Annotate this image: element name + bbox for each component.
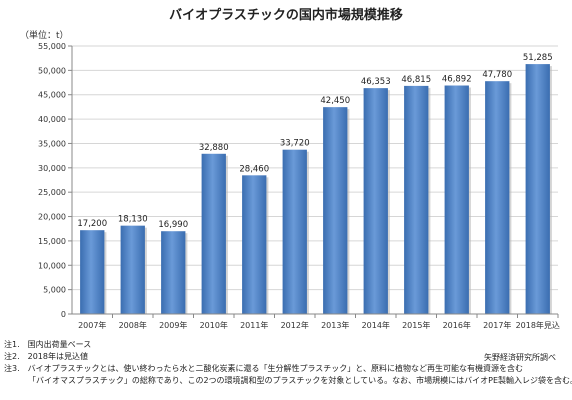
x-tick-label: 2012年 bbox=[281, 320, 309, 330]
x-tick-label: 2015年 bbox=[402, 320, 430, 330]
y-tick-label: 10,000 bbox=[38, 261, 66, 270]
x-tick-label: 2018年見込 bbox=[516, 320, 560, 330]
note-3: 注3. バイオプラスチックとは、使い終わったら水と二酸化炭素に還る「生分解性プラ… bbox=[4, 364, 523, 373]
unit-label: （単位：t） bbox=[20, 31, 69, 41]
data-label: 17,200 bbox=[77, 219, 107, 229]
data-label: 46,815 bbox=[401, 75, 431, 85]
data-label: 33,720 bbox=[280, 139, 310, 149]
x-tick-label: 2017年 bbox=[483, 320, 511, 330]
data-label: 16,990 bbox=[158, 220, 188, 230]
data-label: 18,130 bbox=[118, 215, 148, 225]
gridlines bbox=[72, 45, 558, 291]
y-tick-label: 30,000 bbox=[38, 164, 66, 173]
y-tick-label: 0 bbox=[61, 310, 66, 319]
bar bbox=[80, 230, 105, 314]
data-label: 47,780 bbox=[482, 70, 512, 80]
x-tick-label: 2013年 bbox=[321, 320, 349, 330]
bars: 17,200 18,130 16,990 32,880 28,460 33,720 42,4… bbox=[77, 53, 553, 315]
bar bbox=[363, 88, 388, 314]
note-2: 注2. 2018年は見込値 bbox=[4, 352, 88, 361]
y-tick-label: 5,000 bbox=[43, 286, 66, 295]
bar bbox=[485, 81, 510, 314]
y-tick-label: 20,000 bbox=[38, 213, 66, 222]
data-label: 32,880 bbox=[199, 143, 229, 153]
x-tick-label: 2011年 bbox=[240, 320, 268, 330]
bar bbox=[444, 85, 469, 314]
bar-chart: 17,200 18,130 16,990 32,880 28,460 33,720 42,4… bbox=[38, 42, 560, 330]
y-tick-label: 45,000 bbox=[38, 91, 66, 100]
y-tick-label: 15,000 bbox=[38, 237, 66, 246]
note-3-continued: 「バイオマスプラスチック」の総称であり、この2つの環境調和型のプラスチックを対象… bbox=[28, 376, 572, 385]
x-tick-label: 2007年 bbox=[78, 320, 106, 330]
bar bbox=[323, 107, 348, 314]
y-tick-label: 55,000 bbox=[38, 42, 66, 51]
data-label: 46,353 bbox=[361, 77, 391, 87]
bar bbox=[120, 225, 145, 314]
axes: 0 5,000 10,000 15,000 20,000 25,000 30,000 35,0… bbox=[38, 42, 560, 330]
x-tick-label: 2010年 bbox=[200, 320, 228, 330]
bar bbox=[404, 85, 429, 314]
bar bbox=[242, 175, 267, 314]
bar bbox=[161, 231, 186, 314]
data-label: 42,450 bbox=[320, 96, 350, 106]
bar bbox=[525, 64, 550, 315]
notes: 注1. 国内出荷量ベース 注2. 2018年は見込値 注3. バイオプラスチック… bbox=[4, 339, 572, 387]
y-tick-label: 40,000 bbox=[38, 115, 66, 124]
x-tick-label: 2008年 bbox=[119, 320, 147, 330]
y-tick-label: 50,000 bbox=[38, 66, 66, 75]
x-tick-label: 2014年 bbox=[362, 320, 390, 330]
data-label: 28,460 bbox=[239, 164, 269, 174]
chart-title: バイオプラスチックの国内市場規模推移 bbox=[169, 8, 403, 23]
note-1: 注1. 国内出荷量ベース bbox=[4, 340, 92, 349]
data-label: 51,285 bbox=[523, 53, 553, 63]
source-label: 矢野経済研究所調べ bbox=[484, 353, 556, 362]
x-tick-label: 2009年 bbox=[159, 320, 187, 330]
y-tick-label: 25,000 bbox=[38, 188, 66, 197]
x-tick-label: 2016年 bbox=[443, 320, 471, 330]
bar bbox=[282, 149, 307, 314]
y-tick-label: 35,000 bbox=[38, 139, 66, 148]
bar bbox=[201, 153, 226, 314]
data-label: 46,892 bbox=[442, 75, 472, 85]
